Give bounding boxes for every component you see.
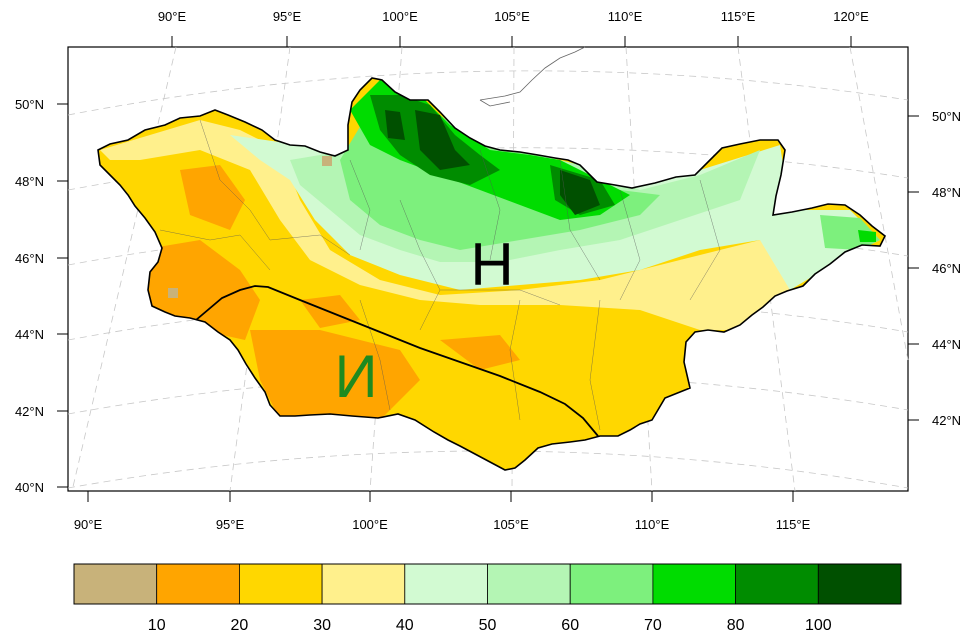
right-lat-label: 44°N — [932, 337, 961, 352]
left-lat-label: 42°N — [15, 404, 44, 419]
left-lat-label: 40°N — [15, 480, 44, 495]
right-lat-label: 42°N — [932, 413, 961, 428]
region-label-north: Н — [470, 231, 513, 298]
bottom-lon-label: 95°E — [216, 517, 245, 532]
top-lon-label: 120°E — [833, 9, 869, 24]
bottom-lon-label: 110°E — [635, 517, 670, 532]
colorbar-tick-label: 70 — [644, 617, 662, 634]
right-lat-label: 50°N — [932, 109, 961, 124]
colorbar-tick-label: 20 — [231, 617, 249, 634]
left-lat-label: 44°N — [15, 327, 44, 342]
bottom-lon-label: 105°E — [493, 517, 529, 532]
colorbar-swatch — [73, 563, 158, 605]
axis-ticks — [57, 36, 919, 502]
colorbar-tick-label: 50 — [479, 617, 497, 634]
colorbar-tick-label: 60 — [561, 617, 579, 634]
bottom-lon-label: 90°E — [74, 517, 103, 532]
colorbar-swatch — [735, 563, 819, 605]
colorbar-tick-label: 30 — [313, 617, 331, 634]
right-lat-label: 48°N — [932, 185, 961, 200]
left-lat-label: 48°N — [15, 174, 44, 189]
top-lon-label: 100°E — [382, 9, 418, 24]
colorbar-tick-label: 10 — [148, 617, 166, 634]
colorbar-swatch — [817, 563, 902, 605]
top-lon-label: 105°E — [494, 9, 530, 24]
colorbar-swatch — [156, 563, 240, 605]
colorbar-tick-label: 100 — [805, 617, 832, 634]
bottom-lon-label: 115°E — [776, 517, 811, 532]
top-lon-label: 110°E — [608, 9, 643, 24]
region-label-south: И — [334, 343, 377, 410]
axis-labels: 90°E 95°E 100°E 105°E 110°E 115°E 120°E 90°E 95°… — [15, 9, 961, 532]
colorbar-tick-label: 40 — [396, 617, 414, 634]
colorbar-tick-label: 80 — [727, 617, 745, 634]
colorbar-swatch — [404, 563, 488, 605]
colorbar-swatch — [238, 563, 323, 605]
right-lat-label: 46°N — [932, 261, 961, 276]
left-lat-label: 46°N — [15, 251, 44, 266]
bottom-lon-label: 100°E — [352, 517, 388, 532]
neighbor-border — [479, 46, 586, 107]
colorbar-swatch — [321, 563, 406, 605]
top-lon-label: 90°E — [158, 9, 187, 24]
colorbar-swatch — [652, 563, 737, 605]
mongolia-border — [97, 77, 887, 471]
top-lon-label: 115°E — [721, 9, 756, 24]
zone-boundary-line — [195, 285, 599, 437]
top-lon-label: 95°E — [273, 9, 302, 24]
left-lat-label: 50°N — [15, 97, 44, 112]
colorbar: 10 20 30 40 50 60 70 80 100 — [73, 563, 902, 634]
colorbar-swatch — [487, 563, 571, 605]
colorbar-swatch — [569, 563, 654, 605]
